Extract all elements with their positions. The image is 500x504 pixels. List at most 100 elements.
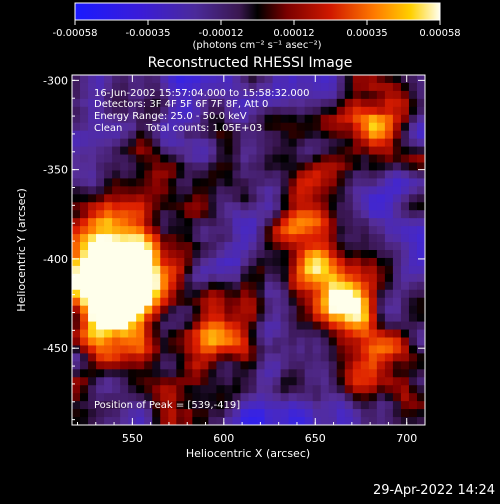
heatmap-cell — [136, 353, 145, 362]
heatmap-cell — [344, 170, 354, 179]
heatmap-cell — [392, 401, 402, 410]
heatmap-cell — [168, 377, 177, 386]
heatmap-cell — [88, 313, 97, 323]
heatmap-cell — [312, 385, 322, 394]
heatmap-cell — [344, 122, 354, 132]
heatmap-cell — [248, 234, 258, 243]
heatmap-cell — [416, 337, 425, 347]
heatmap-cell — [240, 210, 250, 219]
heatmap-cell — [144, 122, 153, 132]
heatmap-cell — [336, 337, 346, 347]
heatmap-cell — [136, 401, 145, 410]
heatmap-cell — [192, 234, 201, 243]
heatmap-cell — [408, 226, 418, 235]
heatmap-cell — [256, 130, 266, 140]
heatmap-cell — [112, 337, 121, 347]
heatmap-cell — [376, 409, 386, 418]
heatmap-cell — [72, 345, 81, 354]
heatmap-cell — [200, 281, 209, 291]
heatmap-cell — [88, 393, 97, 402]
heatmap-cell — [280, 98, 290, 108]
heatmap-cell — [352, 122, 362, 132]
heatmap-cell — [232, 242, 242, 251]
heatmap-cell — [136, 234, 145, 243]
heatmap-cell — [176, 289, 185, 299]
heatmap-cell — [296, 186, 306, 195]
heatmap-cell — [304, 202, 314, 211]
heatmap-cell — [192, 297, 201, 307]
heatmap-cell — [168, 170, 177, 179]
heatmap-cell — [192, 377, 201, 386]
heatmap-cell — [144, 114, 153, 124]
heatmap-cell — [128, 289, 137, 299]
heatmap-cell — [320, 218, 330, 227]
heatmap-cell — [232, 337, 242, 347]
heatmap-cell — [360, 242, 370, 251]
heatmap-cell — [224, 98, 234, 108]
y-tick-label: -400 — [43, 253, 68, 266]
heatmap-cell — [376, 305, 386, 315]
heatmap-cell — [232, 321, 242, 331]
heatmap-cell — [128, 186, 137, 195]
heatmap-cell — [256, 273, 266, 283]
heatmap-cell — [416, 297, 425, 307]
heatmap-cell — [392, 170, 402, 179]
heatmap-cell — [200, 393, 209, 402]
heatmap-cell — [144, 226, 153, 235]
heatmap-cell — [264, 250, 274, 259]
heatmap-cell — [144, 186, 153, 195]
heatmap-cell — [384, 90, 394, 100]
heatmap-cell — [72, 409, 81, 418]
annotation-total-counts: Total counts: 1.05E+03 — [145, 123, 262, 134]
heatmap-cell — [272, 122, 282, 132]
heatmap-cell — [392, 345, 402, 354]
heatmap-cell — [192, 242, 201, 251]
colorbar-tick-label: -0.00012 — [199, 28, 244, 39]
heatmap-cell — [184, 281, 193, 291]
heatmap-cell — [296, 265, 306, 275]
heatmap-cell — [312, 321, 322, 331]
heatmap-cell — [416, 154, 425, 164]
heatmap-cell — [216, 98, 226, 108]
heatmap-cell — [312, 210, 322, 219]
heatmap-cell — [408, 75, 418, 84]
heatmap-cell — [256, 154, 266, 164]
heatmap-cell — [200, 313, 209, 323]
heatmap-cell — [328, 345, 338, 354]
heatmap-cell — [168, 313, 177, 323]
heatmap-cell — [256, 210, 266, 219]
heatmap-cell — [168, 393, 177, 402]
heatmap-cell — [392, 289, 402, 299]
heatmap-cell — [376, 337, 386, 347]
heatmap-cell — [128, 218, 137, 227]
y-axis: -300-350-400-450 — [43, 74, 425, 421]
heatmap-cell — [96, 417, 105, 425]
heatmap-cell — [408, 234, 418, 243]
heatmap-cell — [96, 345, 105, 354]
heatmap-cell — [152, 114, 161, 124]
heatmap-cell — [256, 385, 266, 394]
heatmap-cell — [400, 122, 410, 132]
heatmap-cell — [352, 162, 362, 172]
heatmap-cell — [144, 130, 153, 140]
heatmap-cell — [360, 98, 370, 108]
heatmap-cell — [320, 170, 330, 179]
heatmap-cell — [240, 385, 250, 394]
heatmap-cell — [128, 353, 137, 362]
heatmap-cell — [392, 146, 402, 156]
heatmap-cell — [416, 194, 425, 203]
heatmap-cell — [360, 385, 370, 394]
heatmap-cell — [160, 289, 169, 299]
heatmap-cell — [216, 281, 226, 291]
chart-title: Reconstructed RHESSI Image — [148, 55, 353, 71]
heatmap-cell — [336, 90, 346, 100]
heatmap-cell — [272, 242, 282, 251]
heatmap-cell — [288, 122, 298, 132]
heatmap-cell — [328, 337, 338, 347]
heatmap-cell — [408, 257, 418, 267]
heatmap-cell — [320, 146, 330, 156]
heatmap-cell — [120, 130, 129, 140]
heatmap-cell — [264, 82, 274, 92]
heatmap-cell — [176, 345, 185, 354]
heatmap-cell — [128, 369, 137, 378]
